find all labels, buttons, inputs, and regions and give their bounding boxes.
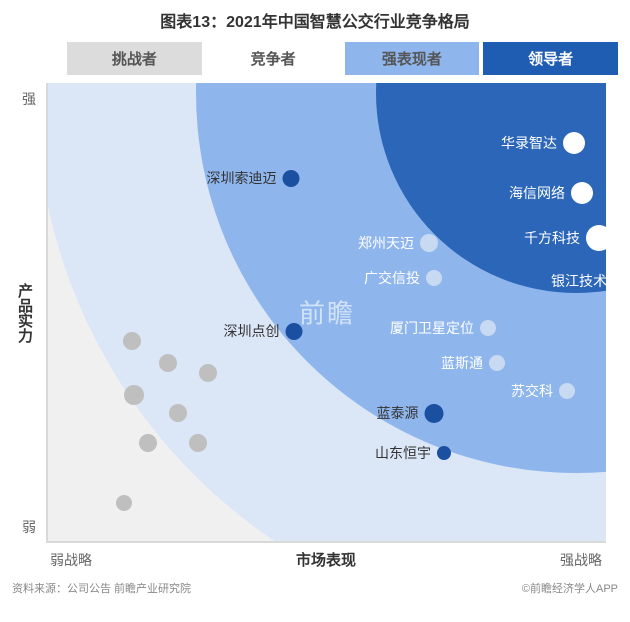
legend-item-1: 竞争者 (206, 42, 341, 75)
anon-point-4 (169, 404, 187, 422)
point-label: 深圳索迪迈 (207, 168, 277, 188)
point-dot (426, 270, 442, 286)
anon-point-7 (116, 495, 132, 511)
point-dot (563, 132, 585, 154)
plot-area: 前瞻深圳索迪迈深圳点创郑州天迈广交信投厦门卫星定位蓝斯通苏交科蓝泰源山东恒宇华录… (46, 83, 606, 543)
anon-point-5 (139, 434, 157, 452)
anon-point-6 (189, 434, 207, 452)
anon-point-3 (124, 385, 144, 405)
point-label: 千方科技 (524, 228, 580, 248)
point-0: 深圳索迪迈 (207, 168, 300, 188)
point-12: 银江技术 (551, 270, 606, 292)
point-dot (286, 323, 303, 340)
anon-point-1 (159, 354, 177, 372)
point-label: 深圳点创 (224, 321, 280, 341)
point-label: 蓝斯通 (441, 353, 483, 373)
point-dot (571, 182, 593, 204)
point-label: 广交信投 (364, 268, 420, 288)
chart-title: 图表13：2021年中国智慧公交行业竞争格局 (12, 8, 618, 32)
x-tick-max: 强战略 (560, 550, 602, 570)
y-axis-label: 产品实力 (14, 283, 35, 343)
point-11: 千方科技 (524, 225, 606, 251)
chart-wrap: 产品实力 强 弱 前瞻深圳索迪迈深圳点创郑州天迈广交信投厦门卫星定位蓝斯通苏交科… (12, 83, 618, 543)
point-label: 山东恒宇 (375, 443, 431, 463)
y-tick-min: 弱 (22, 517, 36, 537)
legend: 挑战者竞争者强表现者领导者 (67, 42, 618, 75)
point-3: 广交信投 (364, 268, 442, 288)
point-dot (489, 355, 505, 371)
chart-container: 图表13：2021年中国智慧公交行业竞争格局 挑战者竞争者强表现者领导者 产品实… (0, 0, 630, 600)
footer: 资料来源：公司公告 前瞻产业研究院 ©前瞻经济学人APP (12, 580, 618, 596)
x-axis: 弱战略 市场表现 强战略 (46, 543, 606, 570)
point-dot (425, 404, 444, 423)
point-label: 郑州天迈 (358, 233, 414, 253)
point-dot (283, 170, 300, 187)
anon-point-2 (199, 364, 217, 382)
point-label: 华录智达 (501, 133, 557, 153)
point-label: 厦门卫星定位 (390, 318, 474, 338)
point-5: 蓝斯通 (441, 353, 505, 373)
anon-point-0 (123, 332, 141, 350)
x-axis-label: 市场表现 (296, 549, 356, 570)
point-1: 深圳点创 (224, 321, 303, 341)
point-2: 郑州天迈 (358, 233, 438, 253)
brand-text: ©前瞻经济学人APP (522, 580, 618, 596)
point-4: 厦门卫星定位 (390, 318, 496, 338)
legend-item-3: 领导者 (483, 42, 618, 75)
legend-item-2: 强表现者 (345, 42, 480, 75)
point-label: 苏交科 (511, 381, 553, 401)
point-dot (480, 320, 496, 336)
point-label: 海信网络 (509, 183, 565, 203)
source-text: 资料来源：公司公告 前瞻产业研究院 (12, 580, 191, 596)
point-dot (559, 383, 575, 399)
point-8: 山东恒宇 (375, 443, 451, 463)
point-dot (420, 234, 438, 252)
legend-item-0: 挑战者 (67, 42, 202, 75)
x-tick-min: 弱战略 (50, 550, 92, 570)
point-6: 苏交科 (511, 381, 575, 401)
point-dot (586, 225, 606, 251)
point-label: 银江技术 (551, 271, 606, 291)
point-10: 海信网络 (509, 182, 593, 204)
point-7: 蓝泰源 (377, 403, 444, 423)
point-dot (437, 446, 451, 460)
point-9: 华录智达 (501, 132, 585, 154)
y-tick-max: 强 (22, 89, 36, 109)
point-label: 蓝泰源 (377, 403, 419, 423)
